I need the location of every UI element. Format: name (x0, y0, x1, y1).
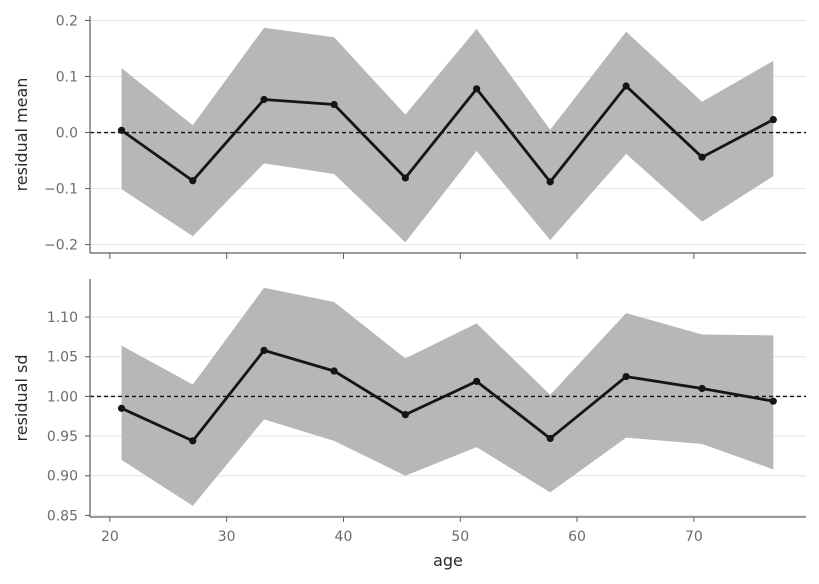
residual-sd-y-tick-label: 1.00 (47, 389, 78, 405)
residual-sd-y-tick-label: 1.10 (47, 310, 78, 326)
residual-sd-data-point (473, 377, 481, 385)
residual-sd-series-line (120, 348, 774, 443)
residual-sd-y-tick-label: 0.95 (47, 429, 78, 445)
residual-sd-data-point (117, 404, 126, 412)
residual-mean-data-point (117, 126, 126, 134)
residual-mean-data-point (189, 177, 197, 185)
residual-sd-data-point (330, 367, 338, 375)
residual-mean-series-line (120, 84, 774, 184)
residual-mean-y-tick-label: 0.2 (56, 13, 78, 29)
residual-sd-x-tick-label: 60 (568, 529, 586, 545)
residual-sd-panel: 0.85 0.90 0.95 1.00 1.05 1.10 20 30 40 50 60 70 resi… (12, 279, 806, 570)
residual-mean-y-tick-label: 0.1 (56, 70, 78, 86)
residual-mean-data-point (330, 100, 338, 109)
residual-sd-y-axis-label: residual sd (12, 355, 31, 442)
residual-sd-x-tick-label: 70 (685, 529, 703, 545)
residual-sd-data-point (769, 397, 777, 405)
residual-mean-data-point (401, 174, 409, 182)
residual-mean-data-point (546, 178, 554, 186)
age-x-axis-label: age (433, 551, 463, 570)
residual-mean-data-point (769, 116, 777, 124)
residual-mean-data-point (698, 153, 706, 161)
residual-mean-data-point (473, 85, 481, 93)
residual-sd-data-point (546, 434, 554, 443)
residual-sd-data-point (260, 346, 268, 354)
residual-mean-data-point (622, 82, 630, 90)
residual-mean-y-tick-label: −0.1 (44, 182, 78, 198)
residual-sd-data-point (622, 372, 630, 381)
residual-sd-data-point (401, 411, 409, 419)
residual-sd-x-tick-label: 50 (451, 529, 469, 545)
residual-sd-data-point (698, 384, 706, 393)
residual-mean-y-axis-label: residual mean (12, 78, 31, 192)
residual-sd-x-tick-label: 40 (335, 529, 353, 545)
residual-mean-panel: −0.2 −0.1 0.0 0.1 0.2 residual mean (12, 13, 806, 259)
residual-sd-x-tick-label: 20 (101, 529, 119, 545)
residual-mean-y-tick-label: −0.2 (44, 238, 78, 254)
residual-mean-y-tick-label: 0.0 (56, 126, 78, 142)
residual-mean-confidence-band (121, 27, 774, 243)
residual-mean-data-point (260, 95, 268, 104)
residual-sd-y-tick-label: 0.90 (47, 469, 78, 485)
residual-sd-y-tick-label: 1.05 (47, 350, 78, 366)
residual-sd-y-tick-label: 0.85 (47, 508, 78, 524)
residual-sd-x-tick-label: 30 (218, 529, 236, 545)
residual-sd-data-point (189, 437, 197, 445)
